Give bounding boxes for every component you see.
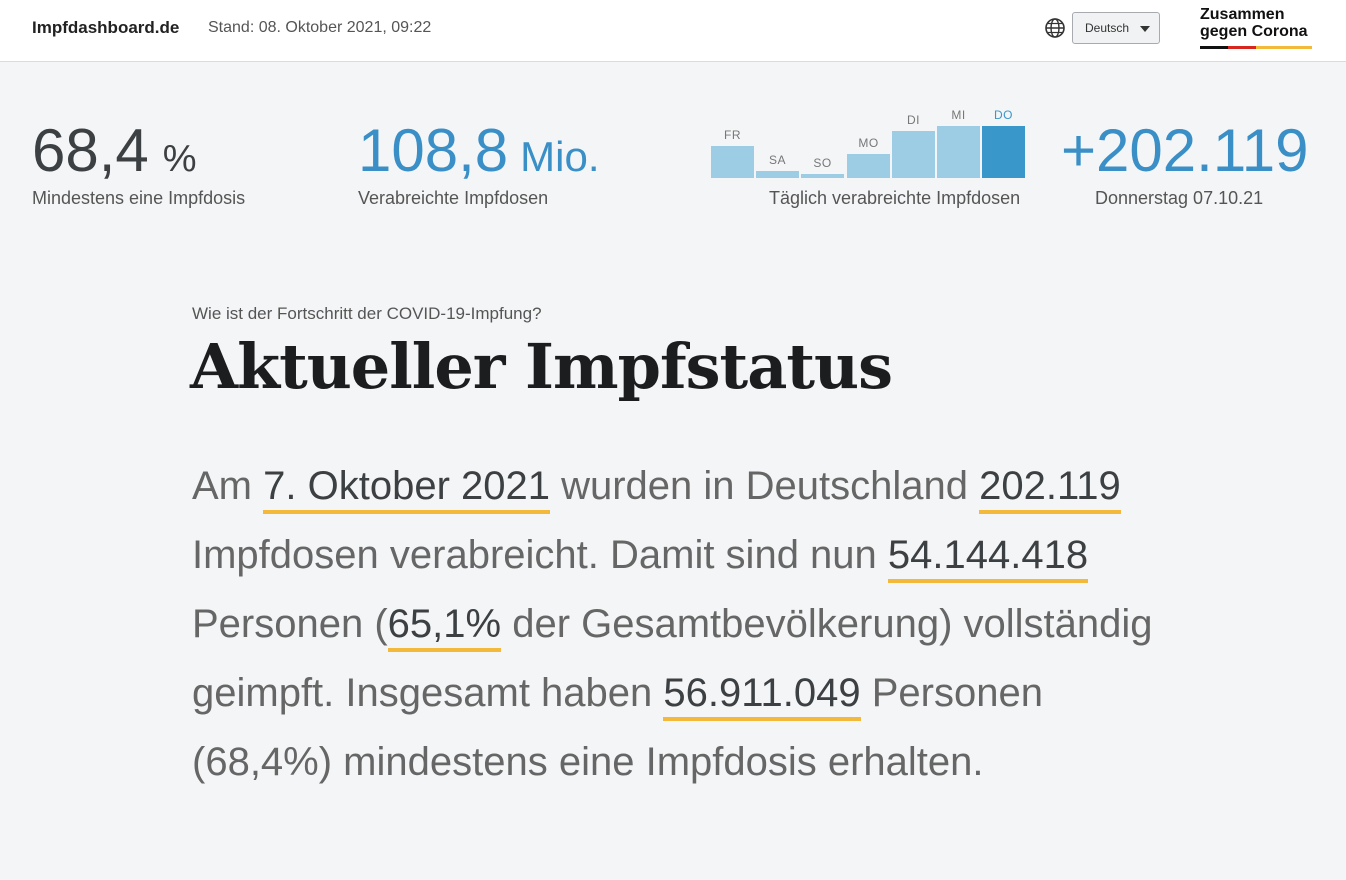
kpi-first-dose: 68,4% (32, 116, 197, 194)
kpi-total-doses-unit: Mio. (520, 133, 600, 180)
status-paragraph: Am 7. Oktober 2021 wurden in Deutschland… (192, 452, 1172, 797)
kpi-daily-value: +202.119 (1061, 117, 1309, 184)
status-text-6: Personen (68,4%) mindestens eine Impfdos… (192, 671, 1043, 784)
kpi-first-dose-value: 68,4 (32, 117, 149, 184)
daily-bar-label-di: DI (907, 113, 920, 127)
daily-bar-do (982, 126, 1025, 178)
data-timestamp: Stand: 08. Oktober 2021, 09:22 (208, 19, 432, 36)
daily-bar-label-do: DO (994, 108, 1013, 122)
page-title: Aktueller Impfstatus (190, 330, 893, 403)
daily-bar-mi (937, 126, 980, 178)
kpi-daily-date: Donnerstag 07.10.21 (1095, 188, 1264, 208)
daily-bar-mo (847, 154, 890, 178)
kpi-first-dose-unit: % (162, 138, 197, 180)
daily-bar-label-so: SO (813, 156, 832, 170)
logo-line-2: gegen Corona (1200, 23, 1308, 40)
language-select-value: Deutsch (1085, 21, 1130, 35)
status-fully-pct: 65,1% (387, 602, 502, 652)
language-select[interactable]: Deutsch (1072, 12, 1160, 44)
kpi-total-doses-value: 108,8 (358, 117, 509, 184)
daily-bar-label-mo: MO (858, 136, 879, 150)
daily-bar-di (892, 131, 935, 178)
status-text-3: Impfdosen verabreicht. Damit sind nun (192, 533, 888, 577)
status-fully-vaccinated: 54.144.418 (887, 533, 1089, 583)
daily-doses-label: Täglich verabreichte Impfdosen (769, 188, 1021, 208)
globe-icon[interactable] (1044, 17, 1066, 39)
top-bar: Impfdashboard.de Stand: 08. Oktober 2021… (0, 0, 1346, 62)
status-text-4: Personen ( (192, 602, 388, 646)
kpi-total-doses-label: Verabreichte Impfdosen (358, 188, 549, 208)
daily-bar-label-mi: MI (951, 108, 966, 122)
zusammen-gegen-corona-logo[interactable]: Zusammen gegen Corona (1200, 6, 1312, 49)
brand-link[interactable]: Impfdashboard.de (32, 18, 180, 37)
daily-bar-fr (711, 146, 754, 178)
status-text-5: der Gesamtbevölkerung) vollständig geimp… (192, 602, 1153, 715)
status-text-2: wurden in Deutschland (549, 464, 980, 508)
daily-doses-sparkbar: FR SA SO MO DI MI DO (711, 100, 1025, 178)
daily-bar-label-sa: SA (768, 153, 786, 167)
section-eyebrow: Wie ist der Fortschritt der COVID-19-Imp… (192, 304, 542, 323)
daily-bar-label-fr: FR (724, 128, 741, 142)
logo-line-1: Zusammen (1200, 6, 1285, 23)
kpi-first-dose-label: Mindestens eine Impfdosis (32, 188, 246, 208)
status-text-1: Am (192, 464, 264, 508)
status-at-least-one: 56.911.049 (663, 671, 861, 721)
kpi-total-doses: 108,8 Mio. (358, 116, 600, 192)
daily-bar-so (801, 174, 844, 178)
daily-bar-sa (756, 171, 799, 178)
flag-stripe (1200, 46, 1312, 49)
status-daily-doses: 202.119 (979, 464, 1121, 514)
status-date: 7. Oktober 2021 (263, 464, 550, 514)
chevron-down-icon (1140, 26, 1150, 32)
